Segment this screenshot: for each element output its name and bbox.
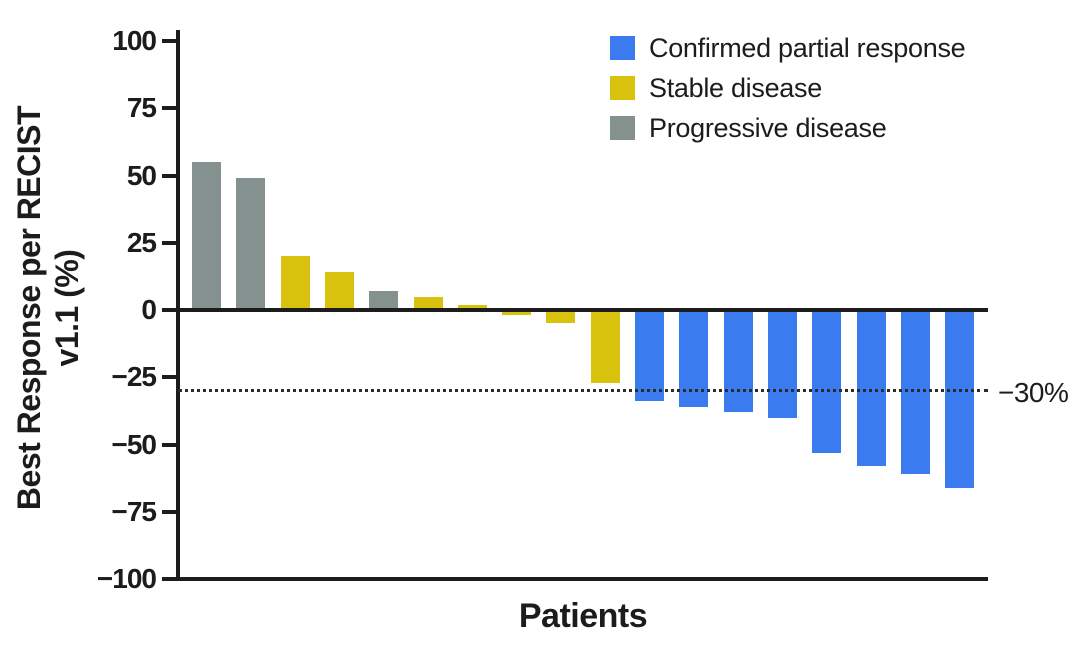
- legend-row-confirmed: Confirmed partial response: [610, 28, 966, 68]
- y-tick-label: 75: [126, 92, 157, 124]
- legend-row-progressive: Progressive disease: [610, 108, 965, 148]
- legend-row-stable: Stable disease: [610, 68, 965, 108]
- y-tick: [162, 240, 177, 245]
- bar-patient-5-progressive: [369, 291, 398, 310]
- legend-label-confirmed: Confirmed partial response: [649, 32, 966, 63]
- y-tick: [162, 173, 177, 178]
- bar-patient-13-confirmed: [724, 310, 753, 413]
- bar-patient-1-progressive: [192, 162, 221, 310]
- x-axis-baseline: [176, 577, 988, 581]
- y-tick-label: 100: [112, 25, 157, 56]
- bar-patient-10-stable: [591, 310, 620, 383]
- bar-patient-11-confirmed: [635, 310, 664, 402]
- zero-line: [178, 308, 988, 312]
- y-tick-label: −50: [111, 428, 158, 460]
- bar-patient-8-stable: [502, 310, 531, 316]
- y-axis-title-line1: Best Response per RECIST: [11, 105, 47, 511]
- reference-line-label: −30%: [998, 377, 1069, 408]
- bar-patient-9-stable: [546, 310, 575, 324]
- y-tick: [162, 375, 177, 380]
- bar-patient-14-confirmed: [768, 310, 797, 418]
- legend: Confirmed partial response Stable disease…: [610, 28, 966, 148]
- y-tick: [162, 509, 177, 514]
- y-tick: [162, 308, 177, 312]
- bar-patient-12-confirmed: [679, 310, 708, 407]
- legend-label-progressive: Progressive disease: [649, 112, 887, 143]
- bar-patient-16-confirmed: [857, 310, 886, 467]
- y-tick: [162, 106, 177, 111]
- legend-swatch-stable: [610, 76, 635, 100]
- y-tick: [162, 442, 177, 447]
- legend-label-stable: Stable disease: [649, 72, 822, 103]
- reference-line-dotted: [178, 389, 988, 392]
- y-tick-label: −25: [111, 361, 158, 393]
- legend-swatch-progressive: [610, 116, 635, 140]
- bar-patient-17-confirmed: [901, 310, 930, 475]
- y-tick-label: 0: [141, 294, 157, 325]
- legend-swatch-confirmed: [610, 36, 635, 60]
- y-tick-label: 25: [126, 226, 157, 258]
- y-tick: [162, 577, 177, 581]
- y-tick-label: −100: [96, 563, 157, 594]
- bar-patient-4-stable: [325, 272, 354, 310]
- y-axis-line: [176, 30, 180, 581]
- bar-patient-7-stable: [458, 304, 487, 310]
- bar-patient-3-stable: [281, 256, 310, 310]
- y-tick: [162, 39, 177, 43]
- y-tick-label: −75: [111, 495, 158, 527]
- bar-patient-15-confirmed: [812, 310, 841, 453]
- y-tick-label: 50: [126, 159, 157, 191]
- bar-patient-18-confirmed: [945, 310, 974, 488]
- bar-patient-2-progressive: [236, 178, 265, 310]
- bar-patient-6-stable: [414, 296, 443, 310]
- x-axis-title: Patients: [518, 597, 648, 635]
